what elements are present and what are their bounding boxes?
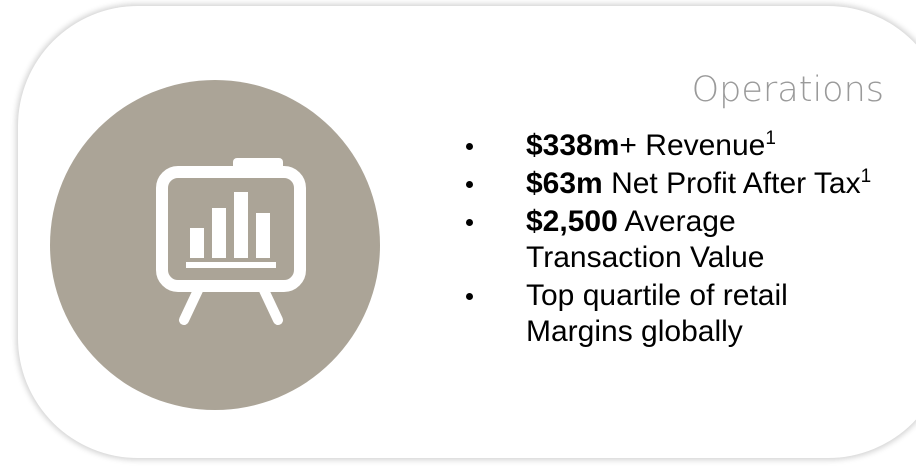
bold-figure: $63m [526,167,603,200]
bullet-dot [466,278,476,314]
bullet-dot [466,204,476,240]
bullet-list: $338m+ Revenue1 $63m Net Profit After Tax… [462,128,882,352]
bold-figure: $338m [526,129,620,162]
bullet-item: $63m Net Profit After Tax1 [462,166,876,202]
bullet-item: $338m+ Revenue1 [462,128,876,164]
item-text: Average Transaction Value [526,205,765,274]
footnote-ref: 1 [860,166,872,187]
item-text: + Revenue [619,129,766,162]
item-text: Net Profit After Tax [602,167,861,200]
heading: Operations [691,70,884,110]
bullet-item: $2,500 Average Transaction Value [462,204,876,276]
bullet-item: Top quartile of retail Margins globally [462,278,876,350]
item-text: Top quartile of retail Margins globally [526,279,788,348]
operations-icon [50,80,380,410]
footnote-ref: 1 [765,128,776,149]
bullet-dot [466,128,476,164]
bullet-dot [466,166,476,202]
bold-figure: $2,500 [526,205,618,238]
